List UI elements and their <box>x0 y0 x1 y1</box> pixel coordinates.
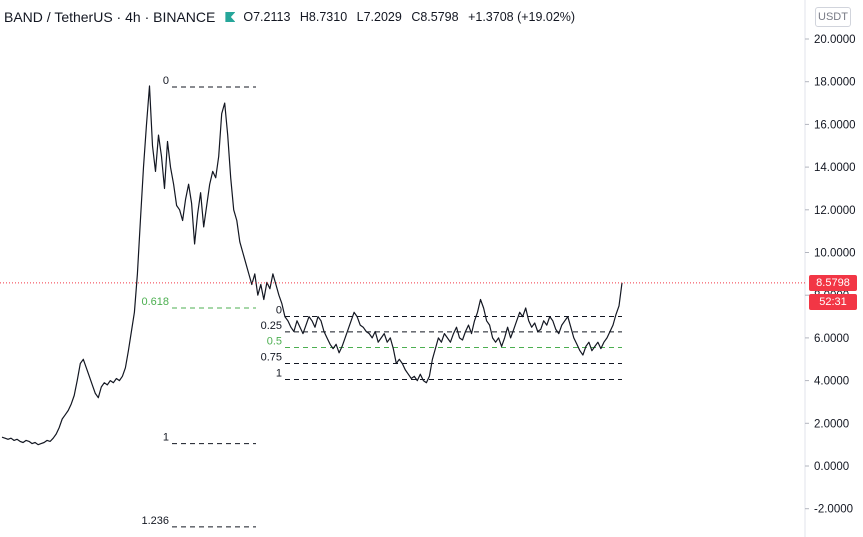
y-tick-label: 6.0000 <box>814 333 849 345</box>
fib-level-label: 0.75 <box>261 352 282 364</box>
y-tick-label: 10.0000 <box>814 248 856 260</box>
fib-level-label: 1.236 <box>141 515 169 527</box>
price-line <box>1 85 623 446</box>
last-price-label: 8.5798 <box>809 274 857 291</box>
price-series <box>1 85 623 446</box>
change-value: +1.3708 (+19.02%) <box>468 10 576 24</box>
y-tick-label: 20.0000 <box>814 34 856 46</box>
fib-level-label: 0 <box>163 75 169 87</box>
candle-countdown-label: 52:31 <box>809 293 857 310</box>
fib-level-label: 0 <box>276 305 282 317</box>
y-tick-label: 2.0000 <box>814 418 849 430</box>
fib-level-label: 0.618 <box>141 296 169 308</box>
y-tick-label: 4.0000 <box>814 376 849 388</box>
y-tick-label: 0.0000 <box>814 461 849 473</box>
close-value: C8.5798 <box>411 10 459 24</box>
fib-level-label: 0.5 <box>267 336 282 348</box>
flag-icon[interactable] <box>225 12 236 22</box>
high-value: H8.7310 <box>299 10 348 24</box>
ohlc-readout: O7.2113 H8.7310 L7.2029 C8.5798 +1.3708 … <box>243 10 581 24</box>
y-tick-label: -2.0000 <box>814 504 853 516</box>
y-tick-label: 18.0000 <box>814 77 856 89</box>
symbol-title[interactable]: BAND / TetherUS · 4h · BINANCE <box>4 9 216 25</box>
fib-level-label: 1 <box>163 432 169 444</box>
fib-level-label: 0.25 <box>261 320 282 332</box>
low-value: L7.2029 <box>356 10 402 24</box>
y-tick-label: 14.0000 <box>814 162 856 174</box>
y-tick-label: 12.0000 <box>814 205 856 217</box>
currency-unit-button[interactable]: USDT <box>815 7 851 27</box>
y-tick-label: 16.0000 <box>814 119 856 131</box>
open-value: O7.2113 <box>243 10 291 24</box>
fib-level-label: 1 <box>276 368 282 380</box>
symbol-header: BAND / TetherUS · 4h · BINANCE O7.2113 H… <box>4 9 581 25</box>
